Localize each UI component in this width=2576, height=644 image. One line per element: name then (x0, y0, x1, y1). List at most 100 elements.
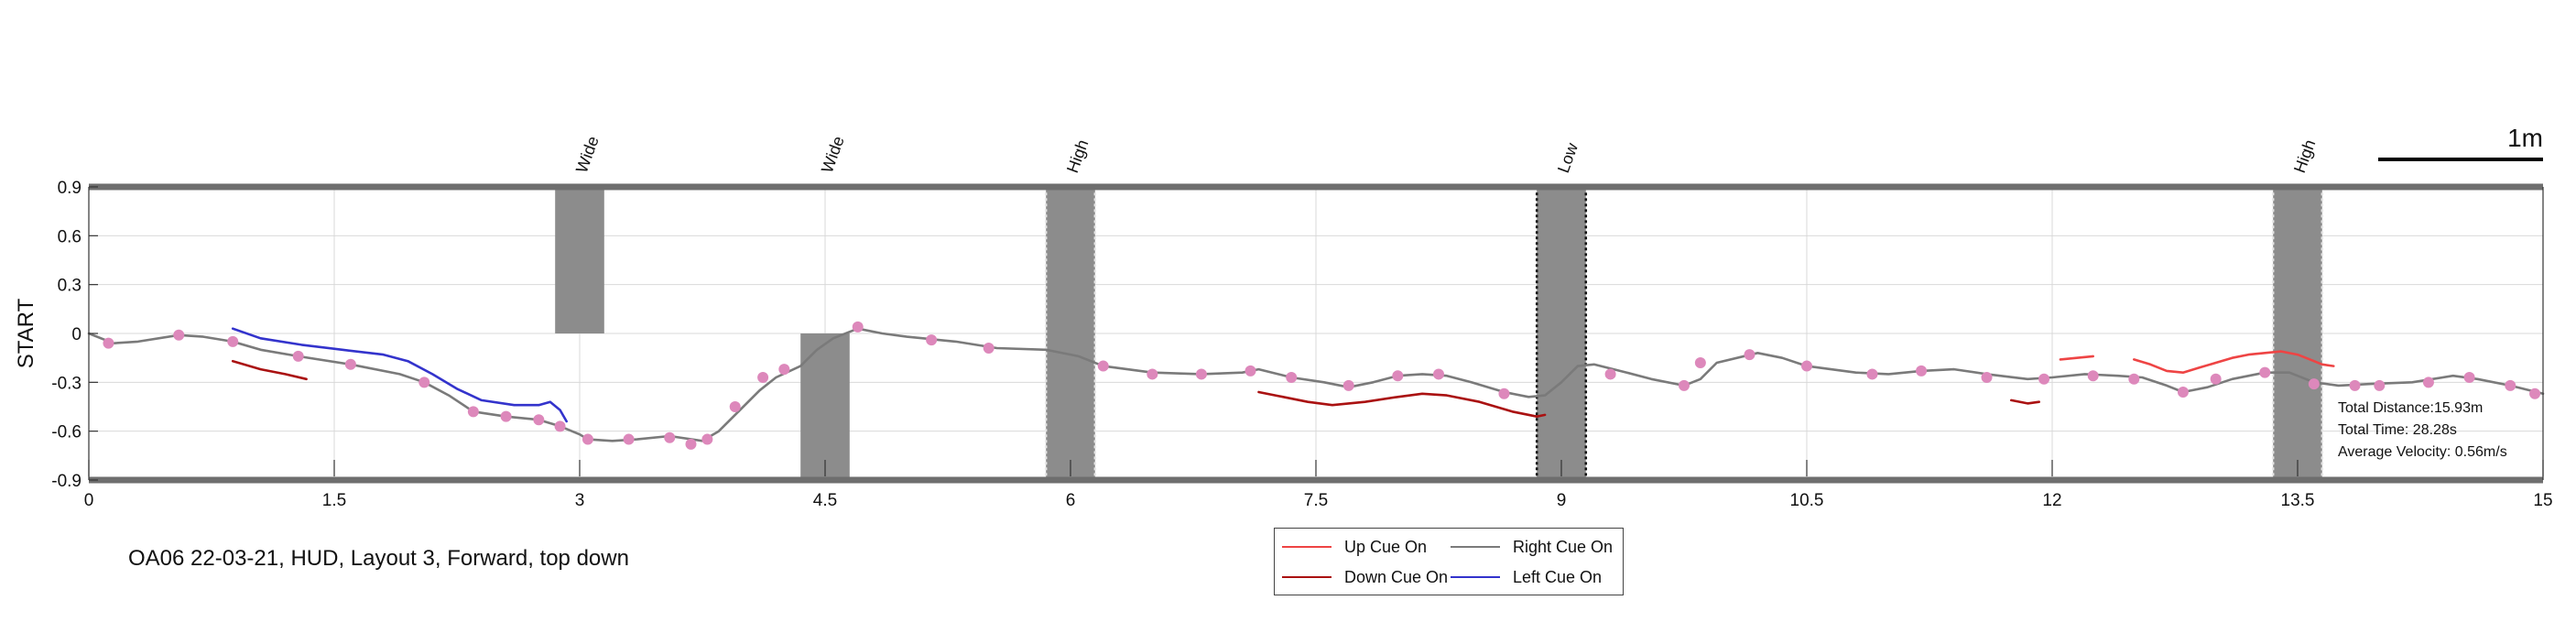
trajectory-marker (292, 350, 304, 362)
figure-caption: OA06 22-03-21, HUD, Layout 3, Forward, t… (128, 546, 629, 571)
markers (103, 321, 2541, 450)
trajectory-marker (227, 335, 239, 347)
obstacle-low (1537, 187, 1586, 480)
trajectory-marker (1286, 372, 1298, 383)
x-tick-label: 13.5 (2281, 491, 2315, 510)
stat-text: Average Velocity: 0.56m/s (2338, 444, 2507, 460)
trajectory-marker (1342, 379, 1354, 391)
obstacle-high (2273, 187, 2322, 480)
trajectory-marker (1916, 365, 1928, 377)
obstacle-high (1046, 187, 1095, 480)
trajectory-marker (2308, 378, 2320, 390)
y-tick-label: 0.3 (58, 277, 82, 296)
legend-item-right: Right Cue On (1451, 533, 1613, 561)
legend: Up Cue On Right Cue On Down Cue On Left … (1274, 528, 1624, 595)
trajectory-marker (2422, 377, 2434, 388)
obstacle-wide (800, 333, 850, 480)
trajectory-marker (685, 438, 697, 450)
series-line-up-cue-on (2133, 350, 2335, 374)
x-tick-label: 4.5 (813, 491, 837, 510)
y-axis-label: START (14, 298, 38, 368)
stat-text: Total Distance:15.93m (2338, 400, 2483, 416)
trajectory-marker (2177, 387, 2189, 398)
trajectory-marker (757, 372, 769, 383)
legend-label: Down Cue On (1344, 567, 1449, 586)
trajectory-marker (1195, 368, 1207, 380)
stat-text: Total Time: 28.28s (2338, 422, 2457, 438)
trajectory-marker (2374, 379, 2386, 391)
trajectory-marker (1679, 379, 1690, 391)
trajectory-marker (1245, 365, 1256, 377)
x-tick-label: 0 (84, 491, 94, 510)
legend-swatch (1451, 546, 1500, 548)
trajectory-marker (2505, 379, 2516, 391)
x-tick-label: 10.5 (1790, 491, 1824, 510)
y-tick-label: -0.3 (51, 374, 82, 393)
trajectory-marker (554, 420, 566, 432)
trajectory-marker (2529, 387, 2541, 399)
legend-label: Up Cue On (1344, 537, 1428, 556)
trajectory-marker (983, 343, 995, 354)
trajectory-marker (103, 337, 114, 349)
y-tick-label: 0.9 (58, 179, 82, 198)
legend-swatch (1451, 576, 1500, 578)
trajectory-marker (1866, 368, 1878, 380)
trajectory-marker (1392, 370, 1404, 382)
trajectory-marker (2259, 366, 2271, 378)
obstacle-label: Low (1554, 140, 1581, 176)
y-tick-label: 0.6 (58, 227, 82, 246)
trajectory-marker (418, 377, 430, 388)
x-tick-label: 9 (1557, 491, 1567, 510)
trajectory-marker (1801, 360, 1812, 372)
trajectory-marker (500, 410, 512, 422)
trajectory-marker (467, 406, 479, 418)
obstacle-label: Wide (572, 134, 603, 175)
x-tick-label: 3 (575, 491, 585, 510)
x-tick-label: 1.5 (322, 491, 346, 510)
trajectory-marker (1433, 368, 1444, 380)
trajectory-marker (1604, 368, 1616, 380)
y-tick-label: -0.9 (51, 472, 82, 491)
trajectory-marker (1147, 368, 1158, 380)
trajectory-marker (2038, 373, 2050, 385)
trajectory-marker (852, 321, 864, 333)
trajectory-marker (2349, 379, 2361, 391)
trajectory-marker (1097, 360, 1109, 372)
legend-label: Left Cue On (1513, 567, 1603, 586)
trajectory-marker (533, 414, 545, 426)
scale-bar-label: 1m (2507, 124, 2543, 152)
trajectory-marker (2463, 372, 2475, 383)
trajectory-marker (623, 433, 635, 445)
series-line-down-cue-on (2010, 398, 2040, 405)
trajectory-marker (344, 358, 356, 370)
trajectory-marker (1744, 349, 1755, 361)
trajectory-marker (701, 433, 713, 445)
axes (88, 158, 2544, 484)
x-tick-label: 15 (2533, 491, 2552, 510)
trajectory-marker (1694, 357, 1706, 368)
x-tick-label: 7.5 (1304, 491, 1328, 510)
legend-swatch (1282, 576, 1331, 578)
legend-item-down: Down Cue On (1282, 563, 1448, 591)
series-line-left-cue-on (231, 327, 568, 423)
obstacle-wide (555, 187, 604, 333)
x-tick-label: 6 (1066, 491, 1076, 510)
trajectory-marker (2087, 370, 2099, 382)
trajectory-marker (173, 329, 185, 341)
trajectory-marker (926, 334, 938, 346)
legend-item-up: Up Cue On (1282, 533, 1427, 561)
labels: Wide Wide High Low High 0 1.5 3 4.5 6 7.5 9 10.5 12 13… (14, 124, 2553, 510)
series-line-up-cue-on (2059, 355, 2094, 361)
y-tick-label: -0.6 (51, 423, 82, 442)
obstacle-label: Wide (818, 134, 848, 175)
x-tick-label: 12 (2042, 491, 2061, 510)
grid (88, 186, 2544, 481)
trajectory-marker (2210, 373, 2222, 385)
trajectory-marker (1981, 372, 1993, 383)
y-tick-label: 0 (71, 325, 82, 344)
trajectory-marker (2128, 373, 2140, 385)
legend-swatch (1282, 546, 1331, 548)
series-line-down-cue-on (231, 359, 308, 381)
trajectory-marker (778, 364, 790, 376)
